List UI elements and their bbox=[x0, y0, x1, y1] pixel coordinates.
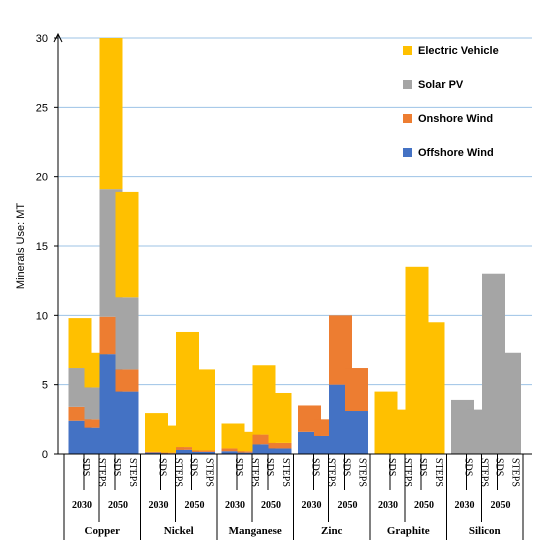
bar-segment bbox=[237, 451, 261, 453]
y-tick-label: 25 bbox=[36, 102, 48, 114]
y-axis-title: Minerals Use: MT bbox=[15, 203, 27, 289]
scenario-label: STEPS bbox=[173, 458, 184, 487]
scenario-label: SDS bbox=[417, 458, 428, 476]
scenario-label: STEPS bbox=[127, 458, 138, 487]
scenario-label: SDS bbox=[494, 458, 505, 476]
scenario-label: STEPS bbox=[357, 458, 368, 487]
scenario-label: SDS bbox=[233, 458, 244, 476]
bar-segment bbox=[221, 448, 245, 452]
scenario-label: STEPS bbox=[204, 458, 215, 487]
year-label: 2050 bbox=[414, 500, 434, 511]
y-tick-label: 20 bbox=[36, 172, 48, 184]
year-label: 2030 bbox=[378, 500, 398, 511]
y-axis-arrow bbox=[53, 32, 63, 43]
bar-segment bbox=[192, 369, 215, 451]
year-label: 2050 bbox=[261, 500, 281, 511]
scenario-label: STEPS bbox=[479, 458, 490, 487]
year-label: 2030 bbox=[225, 500, 245, 511]
bar-segment bbox=[498, 352, 521, 454]
mineral-label: Silicon bbox=[469, 525, 501, 537]
bar-segment bbox=[84, 419, 108, 428]
year-label: 2050 bbox=[108, 500, 128, 511]
bar-segment bbox=[252, 444, 276, 454]
bar-segment bbox=[345, 411, 368, 454]
year-label: 2030 bbox=[302, 500, 322, 511]
axes bbox=[53, 32, 532, 455]
legend-swatch bbox=[403, 148, 412, 157]
scenario-label: STEPS bbox=[249, 458, 260, 487]
bar-segment bbox=[161, 452, 184, 454]
legend: Electric Vehicle Solar PV Onshore Wind Offs… bbox=[403, 45, 499, 159]
category-axis-labels: SDS STEPS SDS STEPS SDS STEPS SDS STEPS SDS STEPS… bbox=[63, 454, 524, 540]
bars bbox=[68, 38, 521, 454]
y-tick-label: 5 bbox=[42, 380, 48, 392]
bar-segment bbox=[145, 451, 168, 453]
mineral-label: Nickel bbox=[164, 525, 194, 537]
bar-segment bbox=[176, 449, 199, 454]
scenario-label: SDS bbox=[80, 458, 91, 476]
scenario-label: SDS bbox=[341, 458, 352, 476]
scenario-label: STEPS bbox=[96, 458, 107, 487]
bar-segment bbox=[192, 450, 215, 452]
bar-segment bbox=[221, 451, 245, 454]
scenario-label: STEPS bbox=[433, 458, 444, 487]
scenario-label: SDS bbox=[157, 458, 168, 476]
year-label: 2050 bbox=[338, 500, 358, 511]
legend-label: Solar PV bbox=[418, 79, 464, 91]
scenario-label: STEPS bbox=[402, 458, 413, 487]
scenario-label: SDS bbox=[386, 458, 397, 476]
mineral-label: Zinc bbox=[321, 525, 343, 537]
year-label: 2030 bbox=[455, 500, 475, 511]
bar-segment bbox=[176, 447, 199, 450]
legend-label: Offshore Wind bbox=[418, 147, 494, 159]
year-label: 2050 bbox=[491, 500, 511, 511]
bar-segment bbox=[99, 38, 123, 190]
bar-segment bbox=[115, 369, 139, 392]
scenario-label: STEPS bbox=[280, 458, 291, 487]
scenario-label: SDS bbox=[264, 458, 275, 476]
bar-segment bbox=[115, 391, 139, 454]
scenario-label: STEPS bbox=[510, 458, 521, 487]
scenario-label: STEPS bbox=[326, 458, 337, 487]
bar-segment bbox=[252, 434, 276, 445]
mineral-label: Copper bbox=[85, 525, 121, 537]
legend-label: Electric Vehicle bbox=[418, 45, 499, 57]
year-label: 2030 bbox=[72, 500, 92, 511]
y-tick-label: 10 bbox=[36, 310, 48, 322]
scenario-label: SDS bbox=[188, 458, 199, 476]
mineral-label: Manganese bbox=[229, 525, 282, 537]
bar-segment bbox=[115, 297, 139, 370]
legend-swatch bbox=[403, 80, 412, 89]
bar-segment bbox=[421, 322, 445, 454]
legend-swatch bbox=[403, 114, 412, 123]
year-label: 2050 bbox=[185, 500, 205, 511]
scenario-label: SDS bbox=[310, 458, 321, 476]
y-tick-label: 30 bbox=[36, 33, 48, 45]
y-tick-label: 0 bbox=[42, 449, 48, 461]
bar-segment bbox=[345, 368, 368, 412]
bar-segment bbox=[268, 392, 292, 443]
bar-segment bbox=[115, 191, 139, 298]
year-label: 2030 bbox=[149, 500, 169, 511]
legend-swatch bbox=[403, 46, 412, 55]
y-tick-label: 15 bbox=[36, 241, 48, 253]
scenario-label: SDS bbox=[111, 458, 122, 476]
bar-segment bbox=[237, 452, 261, 454]
mineral-label: Graphite bbox=[387, 525, 430, 537]
legend-label: Onshore Wind bbox=[418, 113, 493, 125]
bar-segment bbox=[268, 448, 292, 454]
bar-segment bbox=[192, 451, 215, 454]
bar-segment bbox=[329, 315, 352, 385]
scenario-label: SDS bbox=[463, 458, 474, 476]
bar-segment bbox=[268, 442, 292, 449]
bar-segment bbox=[145, 452, 168, 454]
